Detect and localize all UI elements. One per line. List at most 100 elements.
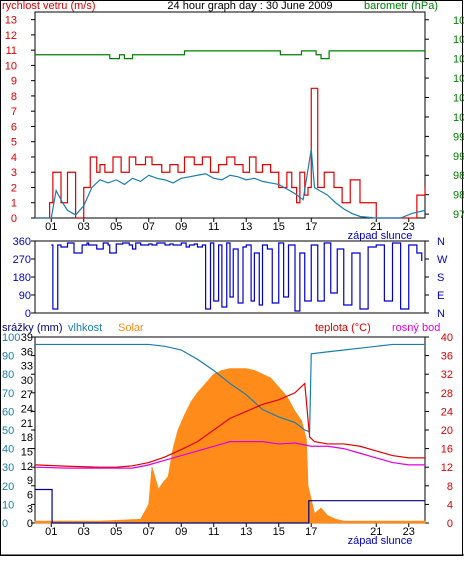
rain-tick-label: 33	[21, 361, 33, 373]
compass-label: N	[437, 308, 445, 320]
x-tick-label: 17	[305, 221, 317, 233]
left-tick-label: 9	[11, 76, 17, 88]
rain-line	[35, 488, 425, 524]
left-tick-label: 10	[5, 60, 17, 72]
x-tick-label: 11	[208, 221, 219, 233]
x-tick-label: 01	[45, 221, 57, 233]
temp-tick-label: 16	[441, 444, 453, 456]
right-tick-label: 975	[453, 209, 464, 221]
x-tick-label: 01	[45, 526, 57, 538]
temp-tick-label: 0	[447, 518, 453, 530]
humidity-tick-label: 10	[2, 499, 14, 511]
x-tick-label: 17	[305, 526, 317, 538]
direction-tick-label: 180	[13, 272, 31, 284]
x-tick-label: 05	[110, 526, 122, 538]
temp-tick-label: 8	[447, 481, 453, 493]
legend-label: teplota (°C)	[315, 322, 371, 334]
right-tick-label: 980	[453, 190, 464, 202]
x-tick-label: 13	[240, 526, 252, 538]
compass-label: E	[437, 290, 444, 302]
humidity-tick-label: 80	[2, 369, 14, 381]
rain-tick-label: 6	[27, 489, 33, 501]
direction-tick-label: 90	[19, 290, 31, 302]
humidity-tick-label: 0	[2, 518, 8, 530]
right-tick-label: 995	[453, 131, 464, 143]
x-tick-label: 09	[175, 526, 187, 538]
direction-tick-label: 0	[25, 308, 31, 320]
left-tick-label: 12	[5, 30, 17, 42]
rain-tick-label: 39	[21, 332, 33, 344]
rain-tick-label: 0	[27, 518, 33, 530]
left-tick-label: 11	[6, 45, 17, 57]
legend-label: Solar	[118, 322, 144, 334]
x-tick-label: 21	[370, 526, 382, 538]
temp-tick-label: 24	[441, 406, 453, 418]
x-tick-label: 23	[403, 526, 415, 538]
right-tick-label: 1005	[453, 93, 464, 105]
rain-tick-label: 24	[21, 404, 33, 416]
legend-label: vlhkost	[68, 322, 102, 334]
humidity-tick-label: 20	[2, 481, 14, 493]
right-tick-label: 990	[453, 151, 464, 163]
legend-label: rosný bod	[392, 322, 440, 334]
right-tick-label: 1025	[453, 15, 464, 27]
rain-tick-label: 9	[27, 475, 33, 487]
temp-tick-label: 28	[441, 388, 453, 400]
left-axis-title: rychlost vetru (m/s)	[2, 0, 96, 12]
x-tick-label: 13	[240, 221, 252, 233]
legend-label: srážky (mm)	[2, 322, 63, 334]
x-tick-label: 03	[78, 526, 90, 538]
left-tick-label: 13	[5, 15, 17, 27]
left-tick-label: 8	[11, 91, 17, 103]
humidity-tick-label: 70	[2, 388, 14, 400]
barometer-line	[35, 50, 425, 60]
left-tick-label: 7	[11, 106, 17, 118]
direction-tick-label: 270	[13, 254, 31, 266]
x-tick-label: 15	[273, 221, 285, 233]
direction-tick-label: 360	[13, 236, 31, 248]
left-tick-label: 3	[11, 167, 17, 179]
rain-tick-label: 3	[27, 504, 33, 516]
temp-tick-label: 40	[441, 332, 453, 344]
right-tick-label: 1015	[453, 54, 464, 66]
x-tick-label: 05	[110, 221, 122, 233]
x-tick-label: 15	[273, 526, 285, 538]
left-tick-label: 4	[11, 152, 17, 164]
wind-speed-line	[35, 149, 426, 219]
rain-tick-label: 18	[21, 432, 33, 444]
sunset-label: západ slunce	[348, 535, 413, 547]
humidity-tick-label: 90	[2, 351, 14, 363]
solar-area	[34, 368, 426, 524]
humidity-tick-label: 40	[2, 444, 14, 456]
compass-label: S	[437, 272, 444, 284]
chart-title: 24 hour graph day : 30 June 2009	[167, 0, 332, 12]
x-tick-label: 07	[143, 526, 155, 538]
humidity-tick-label: 100	[2, 332, 20, 344]
rain-tick-label: 30	[21, 375, 33, 387]
x-tick-label: 23	[403, 221, 415, 233]
left-tick-label: 1	[11, 198, 17, 210]
temperature-line	[34, 382, 425, 468]
humidity-line	[35, 343, 425, 433]
left-tick-label: 0	[11, 213, 17, 225]
rain-tick-label: 36	[21, 346, 33, 358]
sunset-label: západ slunce	[348, 230, 413, 242]
rain-tick-label: 15	[21, 446, 33, 458]
wind-gust-line	[35, 87, 426, 219]
left-tick-label: 6	[11, 121, 17, 133]
x-tick-label: 03	[78, 221, 90, 233]
x-tick-label: 09	[175, 221, 187, 233]
rain-tick-label: 12	[21, 461, 33, 473]
temp-tick-label: 12	[441, 462, 453, 474]
compass-label: W	[437, 254, 448, 266]
rain-tick-label: 27	[21, 389, 33, 401]
x-tick-label: 21	[370, 221, 382, 233]
temp-tick-label: 20	[441, 425, 453, 437]
humidity-tick-label: 30	[2, 462, 14, 474]
temp-tick-label: 4	[447, 499, 453, 511]
x-tick-label: 07	[143, 221, 155, 233]
